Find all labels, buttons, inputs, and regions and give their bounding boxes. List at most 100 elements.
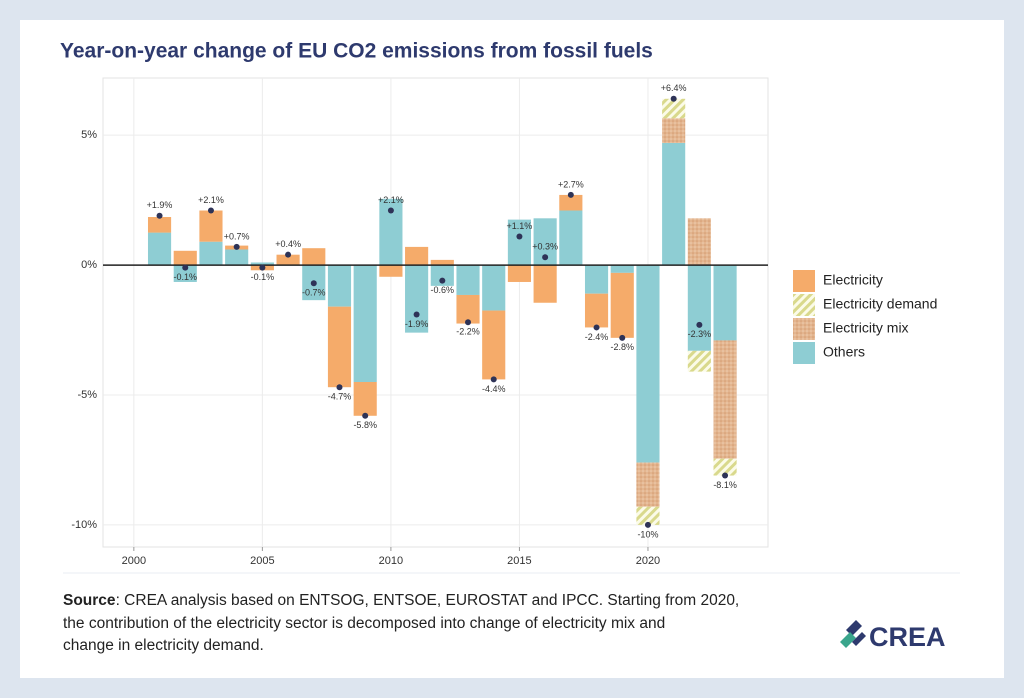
total-dot [696, 321, 703, 328]
total-dot [593, 324, 600, 331]
total-dot [644, 521, 651, 528]
value-label: -8.1% [713, 480, 737, 490]
plot-frame [102, 77, 769, 548]
legend-label: Others [823, 344, 865, 360]
total-dot [387, 207, 394, 214]
bar-segment [559, 194, 583, 211]
total-dot [310, 280, 317, 287]
bar-segment [225, 249, 249, 266]
total-dot [439, 277, 446, 284]
value-label: +2.1% [378, 195, 404, 205]
bar-segment [482, 265, 506, 311]
value-label: +0.3% [532, 242, 558, 252]
bar-segment [713, 265, 737, 341]
x-tick-label: 2000 [122, 555, 146, 567]
y-tick-label: -10% [71, 519, 97, 531]
card [20, 20, 1004, 678]
source-text: : CREA analysis based on ENTSOG, ENTSOE,… [116, 592, 740, 609]
total-dot [542, 254, 549, 261]
source-label: Source [63, 592, 116, 609]
total-dot [619, 334, 626, 341]
x-tick-label: 2010 [379, 555, 403, 567]
bar-segment [456, 294, 480, 324]
value-label: -1.9% [405, 319, 429, 329]
value-label: -2.2% [456, 327, 480, 337]
source-text: the contribution of the electricity sect… [63, 615, 665, 632]
value-label: -0.6% [431, 285, 455, 295]
x-tick-label: 2015 [507, 555, 531, 567]
logo-icon [840, 620, 866, 648]
y-tick-label: 0% [81, 259, 97, 271]
value-label: +1.1% [507, 221, 533, 231]
total-dot [362, 412, 369, 419]
bar-segment [405, 265, 429, 333]
x-tick-label: 2020 [636, 555, 660, 567]
bar-segment [173, 250, 197, 266]
value-label: +1.9% [147, 200, 173, 210]
value-label: +0.7% [224, 231, 250, 241]
bar-segment [147, 217, 172, 233]
total-dot [182, 264, 189, 271]
total-dot [336, 384, 343, 391]
value-label: +2.7% [558, 179, 584, 189]
bar-segment [610, 272, 634, 338]
bar-segment [379, 198, 403, 266]
value-label: -2.4% [585, 332, 609, 342]
legend-label: Electricity demand [823, 296, 937, 312]
bar-segment [559, 210, 583, 266]
bar-segment [250, 262, 274, 266]
bar-segment [456, 265, 480, 295]
bar-segment [147, 232, 172, 266]
total-dot [285, 251, 292, 258]
bar-segment [533, 218, 557, 266]
bar-segment [687, 218, 711, 266]
total-dot [490, 376, 497, 383]
chart-title: Year-on-year change of EU CO2 emissions … [60, 40, 653, 63]
y-tick-label: 5% [81, 129, 97, 141]
value-label: -0.1% [173, 272, 197, 282]
bar-segment [662, 118, 686, 143]
legend-label: Electricity [823, 272, 883, 288]
total-dot [567, 191, 574, 198]
bar-segment [276, 254, 300, 266]
total-dot [207, 207, 214, 214]
total-dot [670, 95, 677, 102]
bar-segment [507, 219, 531, 266]
bar-segment [713, 458, 737, 476]
value-label: -0.7% [302, 288, 326, 298]
x-tick-label: 2005 [250, 555, 274, 567]
legend-swatch [793, 318, 815, 340]
bar-segment [302, 248, 326, 266]
bar-segment [199, 241, 223, 266]
total-dot [259, 264, 266, 271]
bar-segment [507, 265, 531, 282]
bar-segment [584, 265, 609, 294]
total-dot [722, 472, 729, 479]
source-text: change in electricity demand. [63, 637, 264, 654]
bar-segment [353, 382, 377, 416]
total-dot [156, 212, 163, 219]
total-dot [465, 319, 472, 326]
bar-segment [584, 293, 609, 328]
bar-segment [379, 265, 403, 277]
bar-segment [173, 265, 197, 282]
bar-segment [610, 265, 634, 273]
bar-segment [662, 142, 686, 266]
total-dot [233, 243, 240, 250]
legend-swatch [793, 270, 815, 292]
bar-segment [327, 306, 352, 388]
bar-segment [430, 259, 454, 266]
value-label: -4.7% [328, 392, 352, 402]
value-label: -0.1% [251, 272, 275, 282]
bar-segment [353, 265, 377, 383]
value-label: -2.8% [610, 342, 634, 352]
value-label: +0.4% [275, 239, 301, 249]
legend-label: Electricity mix [823, 320, 909, 336]
bar-segment [687, 350, 711, 372]
bar-segment [327, 265, 352, 307]
bar-segment [687, 265, 711, 351]
bar-segment [533, 265, 557, 303]
bar-segment [636, 265, 660, 463]
source: Source: CREA analysis based on ENTSOG, E… [63, 592, 739, 609]
